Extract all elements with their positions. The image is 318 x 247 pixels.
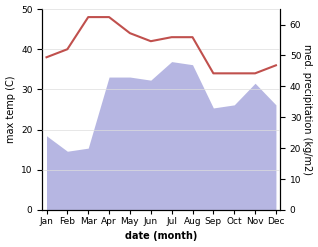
Y-axis label: med. precipitation (kg/m2): med. precipitation (kg/m2) [302, 44, 313, 175]
X-axis label: date (month): date (month) [125, 231, 197, 242]
Y-axis label: max temp (C): max temp (C) [5, 76, 16, 143]
